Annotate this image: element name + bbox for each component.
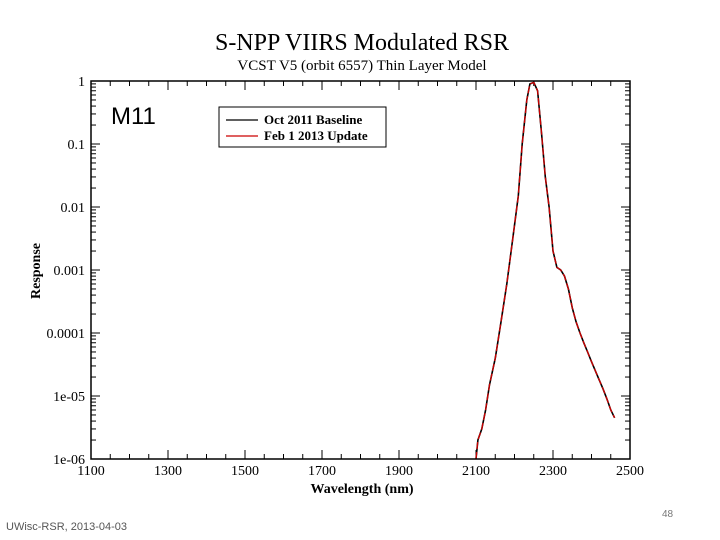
chart-subtitle: VCST V5 (orbit 6557) Thin Layer Model: [237, 58, 486, 74]
x-tick-label: 2300: [539, 464, 567, 479]
legend: Oct 2011 Baseline Feb 1 2013 Update: [218, 106, 387, 148]
footer-source: UWisc-RSR, 2013-04-03: [6, 521, 128, 533]
x-tick-label: 2100: [462, 464, 490, 479]
y-tick-label: 0.0001: [47, 327, 86, 342]
y-tick-label: 0.01: [61, 201, 86, 216]
legend-label-update: Feb 1 2013 Update: [264, 128, 368, 143]
y-tick-label: 1: [78, 75, 85, 90]
x-axis-label: Wavelength (nm): [310, 482, 413, 497]
x-tick-label: 1900: [385, 464, 413, 479]
x-tick-label: 1300: [154, 464, 182, 479]
page-number: 48: [662, 509, 674, 520]
panel-label: M11: [111, 103, 156, 130]
legend-box: [218, 106, 387, 148]
y-tick-label: 1e-05: [53, 390, 85, 405]
chart-title: S-NPP VIIRS Modulated RSR: [215, 30, 509, 56]
x-tick-label: 1100: [77, 464, 104, 479]
series-line-baseline: [475, 81, 616, 460]
x-tick-label: 1500: [231, 464, 259, 479]
y-tick-label: 0.1: [68, 138, 86, 153]
plot-frame: [90, 80, 631, 460]
series-line-update: [475, 81, 616, 460]
x-tick-label: 1700: [308, 464, 336, 479]
y-axis-label: Response: [29, 243, 44, 299]
x-tick-label: 2500: [616, 464, 644, 479]
y-tick-label: 0.001: [54, 264, 86, 279]
ticks-layer: 1100 1300 1500 1700 1900 2100 2300 2500 1e-06 1e-…: [47, 75, 645, 479]
y-tick-label: 1e-06: [53, 453, 85, 468]
series-layer: [475, 81, 616, 460]
legend-label-baseline: Oct 2011 Baseline: [264, 112, 362, 127]
